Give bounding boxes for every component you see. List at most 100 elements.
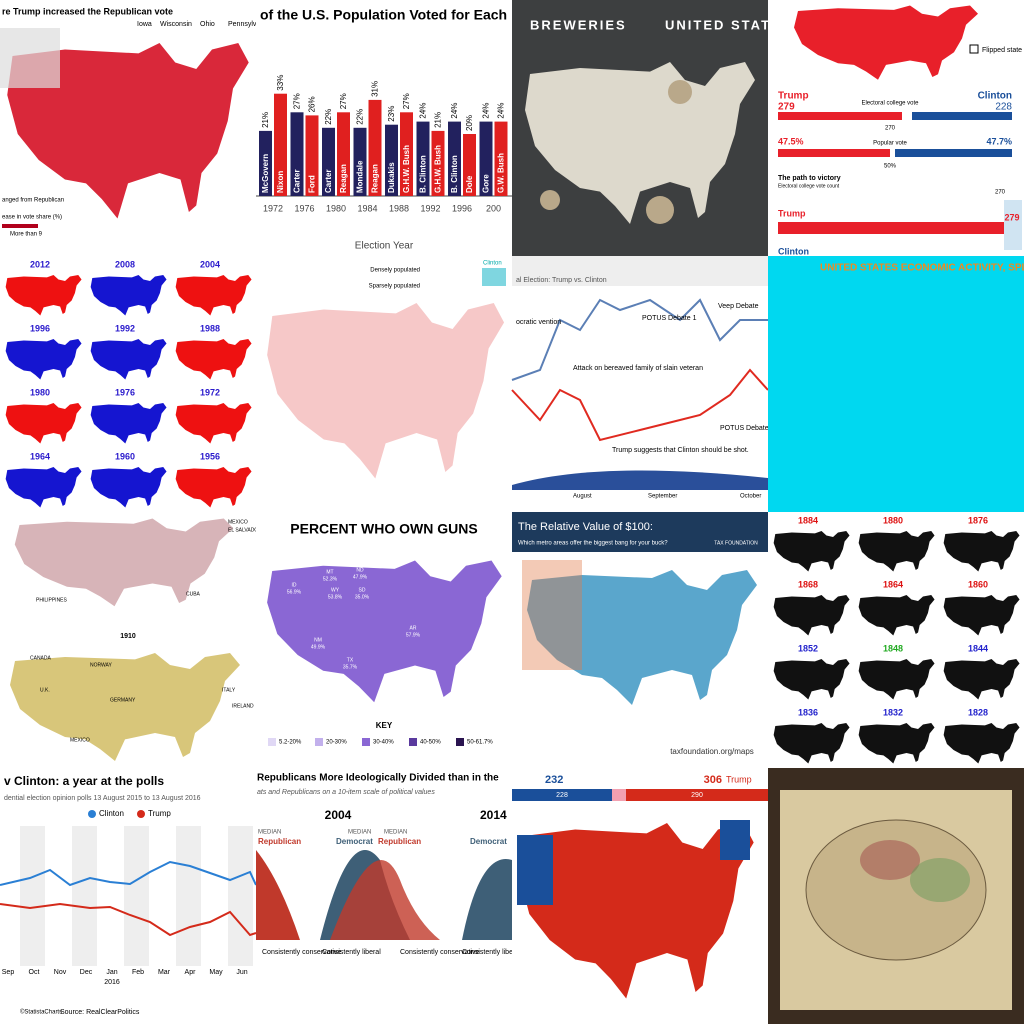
month: Mar	[158, 969, 171, 976]
dist	[256, 850, 300, 940]
brand: TAX FOUNDATION	[714, 540, 758, 546]
legend-swatch	[362, 738, 370, 746]
bar	[305, 115, 319, 196]
note: POTUS Debate 2	[720, 425, 775, 432]
state-value: 56.9%	[287, 589, 302, 595]
year: 2004	[200, 259, 220, 269]
state-value: 53.8%	[328, 594, 343, 600]
year: 1972	[200, 387, 220, 397]
year: 1996	[452, 203, 472, 213]
pop: 47.7%	[986, 136, 1012, 146]
bar	[416, 121, 430, 196]
bar	[431, 130, 445, 196]
state-value: 61.7%	[265, 694, 280, 700]
clinton-line	[511, 298, 768, 381]
candidate: Reagan	[339, 164, 348, 193]
year: 1832	[883, 707, 903, 717]
x-label: Election Year	[355, 241, 414, 252]
year: 2016	[104, 979, 120, 986]
source: Source: RealClearPolitics	[60, 1009, 140, 1016]
candidate: Gore	[482, 174, 491, 193]
label: CUBA	[186, 591, 201, 597]
month: Jan	[106, 969, 117, 976]
subtitle: Which metro areas offer the biggest bang…	[518, 541, 668, 547]
label: Densely populated	[370, 268, 420, 274]
month: October	[740, 494, 761, 500]
note: Veep Debate	[718, 303, 759, 310]
legend: 20-30%	[326, 740, 347, 746]
label: MEXICO	[228, 519, 248, 525]
brand: ©StatistaCharts	[20, 1009, 62, 1016]
tile-tax: The Relative Value of $100: Which metro …	[512, 512, 768, 768]
value-label: 20%	[465, 115, 474, 131]
bar	[612, 789, 626, 801]
state: TX	[347, 657, 354, 663]
month: Apr	[185, 969, 197, 976]
title: PERCENT WHO OWN GUNS	[290, 521, 477, 537]
year: 2012	[30, 259, 50, 269]
year: 1868	[798, 579, 818, 589]
legend-swatch	[315, 738, 323, 746]
bar	[448, 121, 461, 196]
label: CANADA	[30, 655, 52, 661]
state-value: 49.9%	[311, 644, 326, 650]
year: 1836	[798, 707, 818, 717]
state: Pennsylva	[228, 21, 260, 28]
year: 1864	[883, 579, 903, 589]
tile-polls: v Clinton: a year at the polls dential e…	[0, 768, 257, 1024]
year: 1880	[883, 515, 903, 525]
band	[72, 826, 97, 966]
header	[512, 512, 768, 552]
state: ID	[292, 582, 297, 588]
bar-label: 290	[691, 792, 703, 799]
year: 1960	[115, 451, 135, 461]
year: 1992	[115, 323, 135, 333]
bar	[400, 112, 413, 196]
tile-maps-historic: 1884 1880 1876 1868 1864 1860 1852 1848 1844 1836…	[768, 512, 1024, 768]
map-shape	[805, 819, 987, 961]
value-label: 26%	[308, 96, 317, 112]
bar	[512, 789, 612, 801]
value-label: 27%	[293, 93, 302, 109]
state-value: 35.7%	[343, 664, 358, 670]
label: Popular vote	[873, 141, 907, 147]
year: 1972	[263, 203, 283, 213]
year: 1828	[968, 707, 988, 717]
legend: 30-40%	[373, 740, 394, 746]
year: 1910	[120, 633, 136, 640]
value-label: 33%	[276, 75, 285, 91]
legend: 50-61.7%	[467, 740, 493, 746]
note: anged from Republican	[2, 198, 64, 204]
state-value: 35.0%	[355, 594, 370, 600]
bar	[463, 134, 476, 196]
label: NORWAY	[90, 662, 113, 668]
state-value: 57.9%	[406, 632, 421, 638]
url: taxfoundation.org/maps	[670, 747, 754, 756]
legend-dot	[88, 810, 96, 818]
label: Electoral college vote	[861, 101, 919, 107]
header	[512, 256, 768, 286]
label: Democrat	[470, 837, 507, 846]
path-title: The path to victory	[778, 175, 841, 182]
label: Consistently liberal	[322, 949, 381, 956]
legend-swatch	[409, 738, 417, 746]
label: Sparsely populated	[369, 284, 420, 290]
clinton-ev: 232	[545, 774, 563, 786]
candidate: Reagan	[371, 164, 380, 193]
clinton: Clinton	[978, 91, 1012, 102]
west-region	[522, 560, 582, 670]
candidate: B. Clinton	[419, 155, 428, 193]
year: 1876	[968, 515, 988, 525]
year: 1860	[968, 579, 988, 589]
title: re Trump increased the Republican vote	[2, 6, 173, 16]
label: Consistently conservative	[262, 949, 341, 956]
legend-swatch	[456, 738, 464, 746]
state: WY	[331, 587, 340, 593]
tile-ancestry: MEXICO EL SALVADOR PHILIPPINES CUBA 1910…	[0, 512, 262, 768]
trump-line	[511, 368, 769, 442]
month: Jun	[236, 969, 247, 976]
year: 1976	[115, 387, 135, 397]
legend: Trump	[148, 809, 171, 818]
bar	[912, 112, 1012, 120]
tile-trump-vote: re Trump increased the Republican vote I…	[0, 0, 260, 256]
